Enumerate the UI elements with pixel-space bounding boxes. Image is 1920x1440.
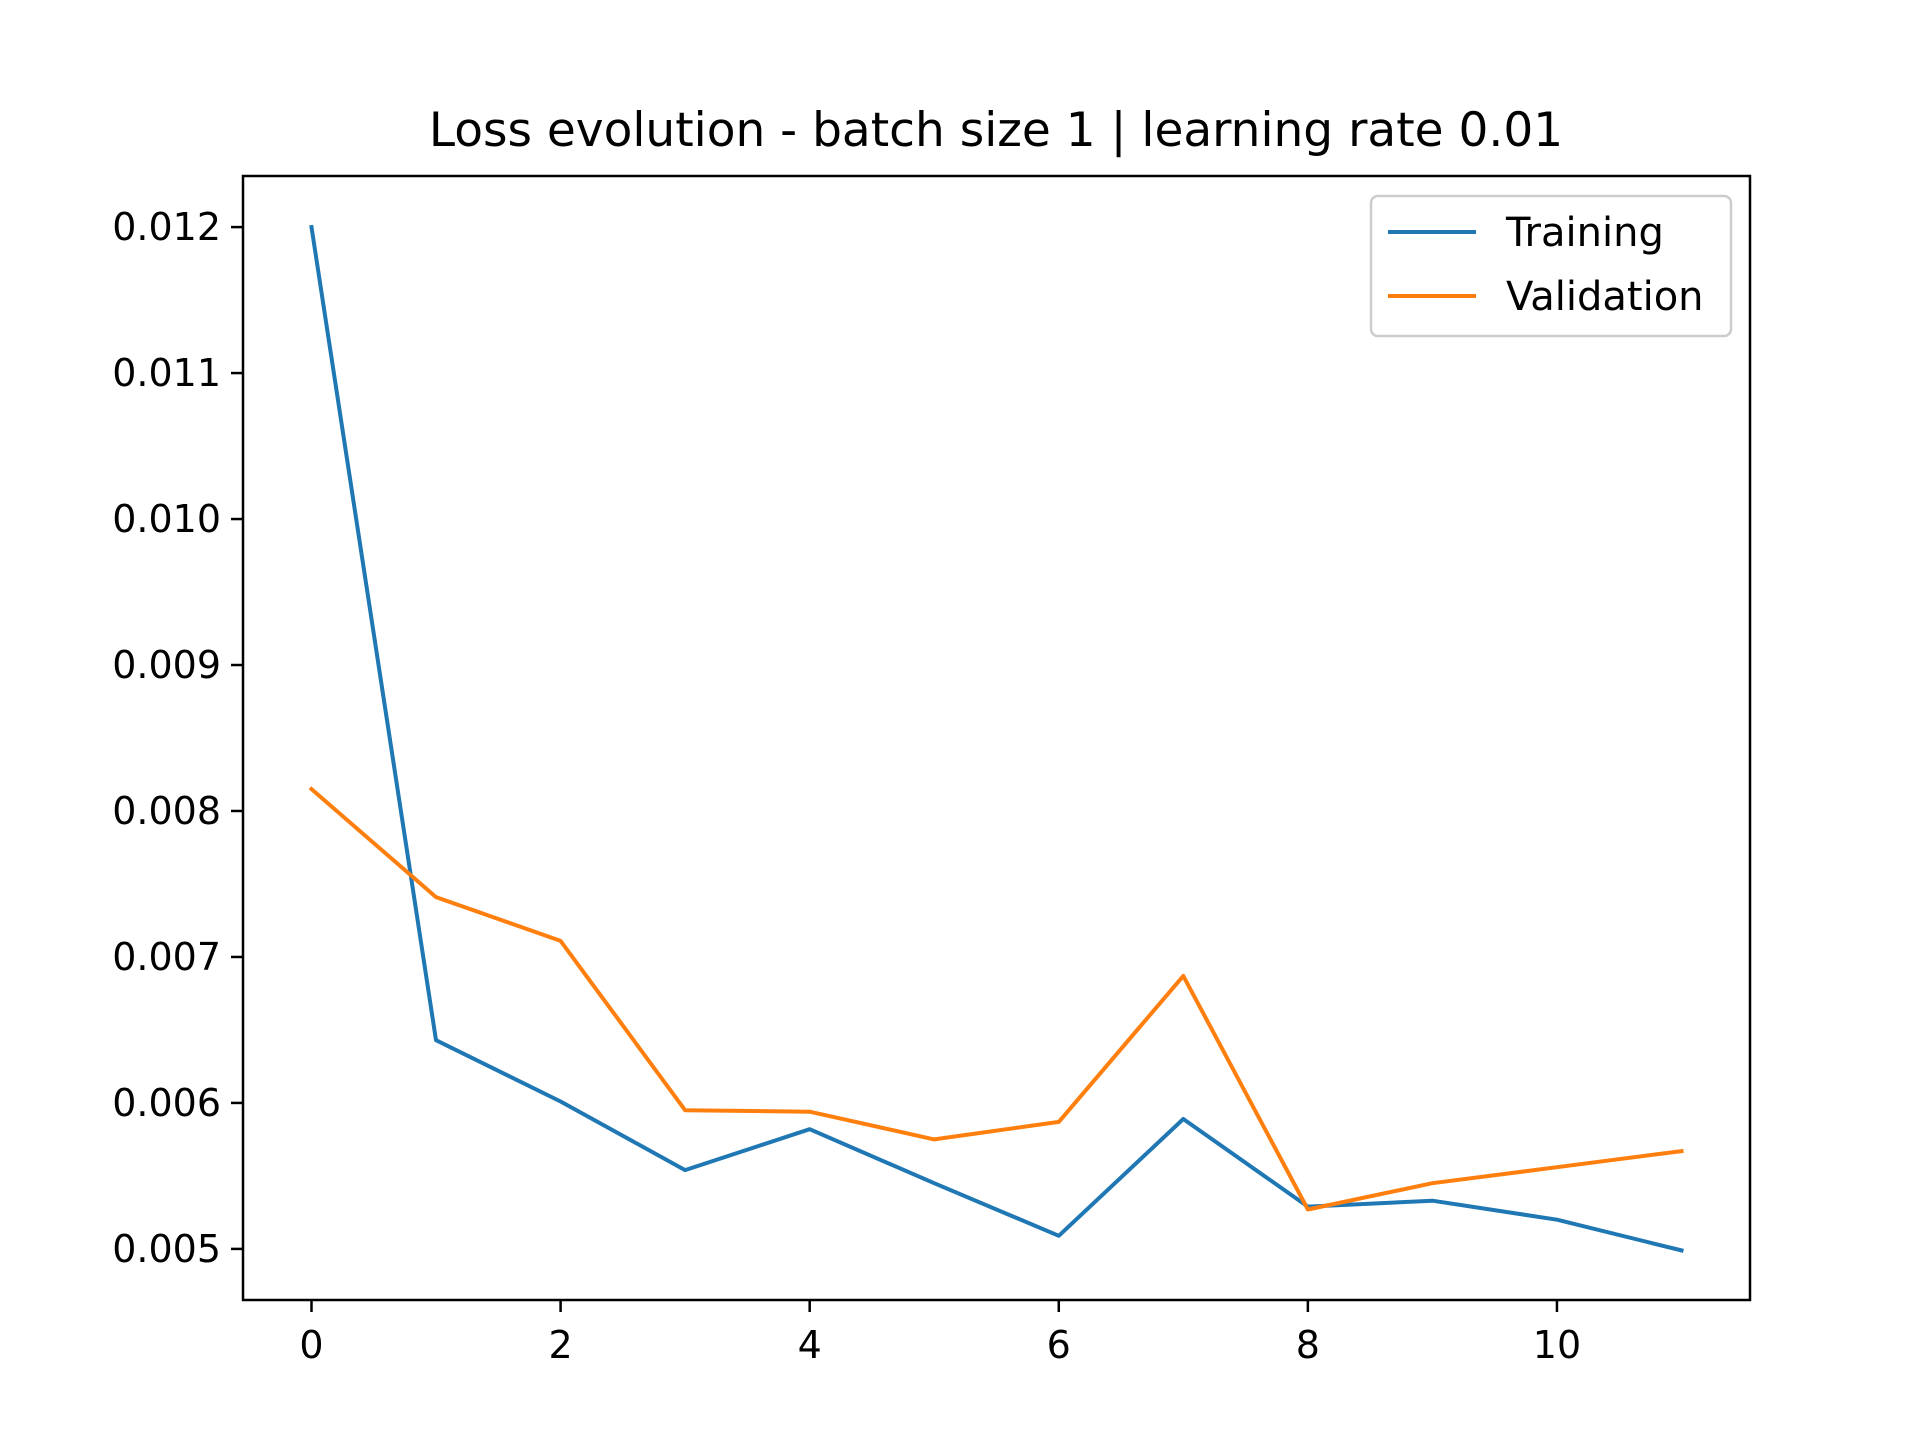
x-tick-label: 0 (299, 1323, 323, 1367)
y-axis-ticks: 0.005 0.006 0.007 0.008 0.009 0.010 0.011 0.012 (112, 205, 243, 1271)
data-point-training (1680, 1248, 1683, 1252)
data-point-training (932, 1181, 936, 1185)
chart-title: Loss evolution - batch size 1 | learning… (429, 103, 1563, 158)
data-point-training (559, 1099, 563, 1103)
data-point-validation (1430, 1181, 1434, 1185)
data-point-validation (683, 1108, 687, 1112)
x-tick-label: 2 (548, 1323, 572, 1367)
x-axis-ticks: 0 2 4 6 8 10 (299, 1300, 1581, 1367)
data-point-training (1555, 1218, 1559, 1222)
data-point-training (683, 1168, 687, 1172)
data-point-validation (559, 939, 563, 943)
data-point-validation (434, 895, 438, 899)
series-line-training (309, 224, 1684, 1253)
series-lines (308, 224, 1684, 1253)
x-tick-label: 8 (1296, 1323, 1320, 1367)
data-point-training (1430, 1199, 1434, 1203)
legend: Training Validation (1369, 194, 1733, 338)
data-point-validation (1555, 1165, 1559, 1169)
x-tick-label: 6 (1047, 1323, 1071, 1367)
data-point-training (808, 1127, 812, 1131)
y-tick-label: 0.007 (112, 935, 221, 979)
plot-frame (241, 174, 1752, 1302)
x-tick-label: 10 (1533, 1323, 1581, 1367)
data-point-validation (1181, 974, 1185, 978)
data-point-validation (310, 787, 313, 791)
legend-label-validation: Validation (1506, 274, 1704, 320)
data-point-validation (1306, 1207, 1310, 1211)
y-tick-label: 0.009 (112, 643, 221, 687)
data-point-validation (808, 1110, 812, 1114)
data-point-validation (1057, 1120, 1061, 1124)
y-tick-label: 0.010 (112, 497, 221, 541)
series-line-validation (308, 786, 1684, 1212)
data-point-validation (932, 1137, 936, 1141)
data-point-training (434, 1038, 438, 1042)
y-tick-label: 0.011 (112, 351, 221, 395)
legend-label-training: Training (1505, 210, 1664, 256)
y-tick-label: 0.008 (112, 789, 221, 833)
x-tick-label: 4 (798, 1323, 822, 1367)
data-point-training (1181, 1117, 1185, 1121)
data-point-validation (1680, 1149, 1683, 1153)
y-tick-label: 0.005 (112, 1227, 221, 1271)
y-tick-label: 0.006 (112, 1081, 221, 1125)
data-point-training (1057, 1234, 1061, 1238)
y-tick-label: 0.012 (112, 205, 221, 249)
data-point-training (310, 225, 313, 229)
